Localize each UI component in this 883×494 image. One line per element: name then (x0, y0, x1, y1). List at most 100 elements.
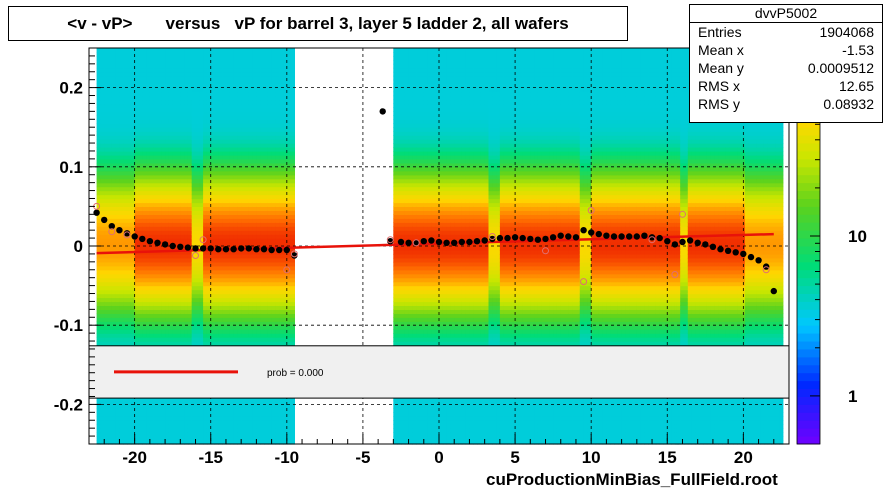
heatmap-cell (256, 75, 261, 81)
heatmap-cell (199, 321, 204, 326)
heatmap-cell (237, 257, 242, 263)
heatmap-cell (222, 158, 227, 164)
heatmap-cell (260, 408, 265, 413)
heatmap-cell (248, 99, 254, 105)
heatmap-cell (214, 182, 219, 188)
heatmap-cell (226, 317, 231, 322)
heatmap-cell (191, 333, 197, 338)
heatmap-cell (241, 238, 246, 243)
heatmap-cell (191, 285, 197, 291)
heatmap-cell (153, 87, 159, 93)
heatmap-cell (165, 135, 170, 140)
heatmap-cell (134, 147, 140, 152)
heatmap-cell (252, 293, 257, 299)
heatmap-cell (237, 71, 242, 77)
heatmap-cell (264, 71, 269, 77)
heatmap-cell (226, 52, 231, 57)
heatmap-cell (233, 107, 238, 112)
heatmap-cell (149, 420, 155, 425)
heatmap-cell (168, 190, 174, 196)
heatmap-cell (119, 190, 124, 196)
heatmap-cell (108, 71, 113, 77)
heatmap-cell (233, 273, 238, 279)
heatmap-cell (275, 257, 280, 263)
heatmap-cell (108, 87, 113, 93)
heatmap-cell (275, 432, 280, 437)
heatmap-cell (248, 337, 254, 342)
heatmap-cell (195, 202, 200, 207)
heatmap-cell (187, 198, 193, 204)
heatmap-cell (283, 162, 288, 168)
heatmap-cell (111, 321, 117, 326)
heatmap-cell (218, 95, 223, 101)
heatmap-cell (104, 265, 109, 271)
heatmap-cell (279, 341, 284, 346)
heatmap-cell (111, 198, 117, 204)
heatmap-cell (271, 83, 276, 89)
heatmap-cell (210, 269, 216, 275)
heatmap-cell (130, 317, 136, 322)
heatmap-cell (180, 194, 185, 200)
heatmap-cell (149, 281, 155, 287)
heatmap-cell (206, 404, 212, 409)
heatmap-cell (226, 151, 231, 156)
heatmap-cell (222, 424, 227, 429)
heatmap-cell (115, 234, 120, 239)
heatmap-cell (237, 170, 242, 176)
heatmap-cell (241, 210, 246, 215)
heatmap-cell (264, 107, 269, 112)
heatmap-cell (279, 329, 284, 334)
heatmap-cell (206, 297, 212, 303)
heatmap-cell (142, 416, 147, 421)
heatmap-cell (237, 202, 242, 207)
heatmap-cell (115, 198, 120, 204)
heatmap-cell (100, 325, 105, 330)
heatmap-cell (142, 95, 147, 101)
heatmap-cell (165, 285, 170, 291)
heatmap-cell (229, 337, 235, 342)
heatmap-cell (165, 420, 170, 425)
heatmap-cell (245, 234, 250, 239)
heatmap-cell (267, 83, 273, 89)
heatmap-cell (271, 293, 276, 299)
heatmap-cell (165, 230, 170, 235)
heatmap-cell (267, 289, 273, 295)
heatmap-cell (104, 428, 109, 433)
heatmap-cell (184, 234, 189, 239)
heatmap-cell (161, 48, 166, 53)
heatmap-cell (108, 143, 113, 148)
heatmap-cell (142, 182, 147, 188)
heatmap-cell (187, 107, 193, 112)
heatmap-cell (180, 337, 185, 342)
heatmap-cell (119, 238, 124, 243)
heatmap-cell (108, 440, 113, 445)
heatmap-cell (180, 412, 185, 417)
heatmap-cell (233, 139, 238, 144)
heatmap-cell (252, 162, 257, 168)
heatmap-cell (252, 285, 257, 291)
heatmap-cell (252, 257, 257, 263)
heatmap-cell (241, 440, 246, 445)
heatmap-cell (172, 285, 178, 291)
heatmap-cell (127, 269, 132, 275)
heatmap-cell (115, 131, 120, 136)
heatmap-cell (271, 202, 276, 207)
heatmap-cell (130, 151, 136, 156)
heatmap-cell (252, 305, 257, 310)
heatmap-cell (210, 95, 216, 101)
heatmap-cell (210, 194, 216, 200)
heatmap-cell (123, 257, 128, 263)
heatmap-cell (161, 186, 166, 192)
heatmap-cell (111, 99, 117, 105)
heatmap-cell (108, 123, 113, 128)
heatmap-cell (241, 313, 246, 318)
heatmap-cell (176, 325, 181, 330)
heatmap-cell (165, 277, 170, 283)
heatmap-cell (187, 91, 193, 97)
heatmap-cell (96, 242, 101, 247)
heatmap-cell (206, 194, 212, 200)
heatmap-cell (111, 234, 117, 239)
heatmap-cell (241, 202, 246, 207)
heatmap-cell (260, 214, 265, 219)
heatmap-cell (180, 214, 185, 219)
